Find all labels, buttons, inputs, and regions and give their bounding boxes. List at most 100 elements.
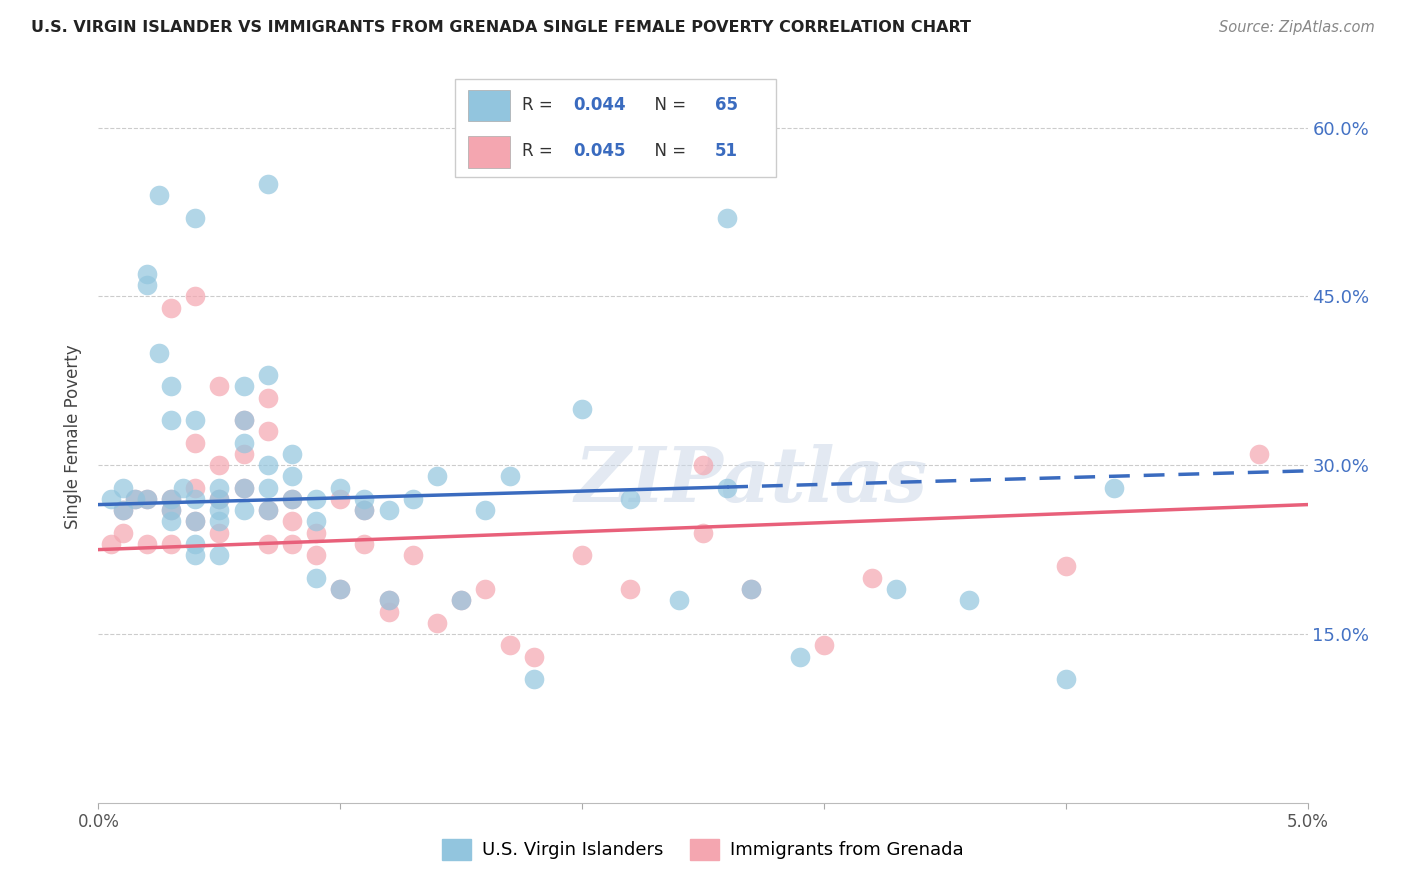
Point xyxy=(692,525,714,540)
Point xyxy=(523,649,546,664)
Point xyxy=(1054,672,1077,686)
Point xyxy=(232,379,254,393)
Point xyxy=(160,515,183,529)
Point xyxy=(148,188,170,202)
Point xyxy=(329,491,352,506)
Point xyxy=(256,368,278,383)
Point xyxy=(111,503,134,517)
Point xyxy=(619,582,641,596)
Point xyxy=(232,447,254,461)
Point xyxy=(377,605,399,619)
Point xyxy=(402,548,425,562)
Point xyxy=(100,537,122,551)
Point xyxy=(1054,559,1077,574)
Point xyxy=(281,447,304,461)
Point xyxy=(256,391,278,405)
Point xyxy=(353,491,375,506)
Point xyxy=(353,503,375,517)
Point xyxy=(184,413,207,427)
Point xyxy=(377,593,399,607)
Point xyxy=(184,548,207,562)
Text: ZIPatlas: ZIPatlas xyxy=(575,444,928,518)
Point xyxy=(474,503,496,517)
Point xyxy=(329,582,352,596)
Point xyxy=(208,491,231,506)
Point xyxy=(281,537,304,551)
Point xyxy=(232,435,254,450)
Point xyxy=(571,548,593,562)
Point xyxy=(329,481,352,495)
Point xyxy=(353,537,375,551)
Point xyxy=(740,582,762,596)
Point xyxy=(789,649,811,664)
Point xyxy=(305,571,328,585)
Point xyxy=(208,548,231,562)
Point xyxy=(184,515,207,529)
Text: Source: ZipAtlas.com: Source: ZipAtlas.com xyxy=(1219,20,1375,35)
Point xyxy=(232,481,254,495)
Point xyxy=(498,638,520,652)
Point xyxy=(184,211,207,225)
Point xyxy=(232,413,254,427)
Point xyxy=(256,537,278,551)
Point xyxy=(886,582,908,596)
Point xyxy=(208,525,231,540)
Point xyxy=(377,593,399,607)
Point xyxy=(305,515,328,529)
Text: U.S. VIRGIN ISLANDER VS IMMIGRANTS FROM GRENADA SINGLE FEMALE POVERTY CORRELATIO: U.S. VIRGIN ISLANDER VS IMMIGRANTS FROM … xyxy=(31,20,972,35)
Point xyxy=(716,211,738,225)
Y-axis label: Single Female Poverty: Single Female Poverty xyxy=(65,345,83,529)
Point xyxy=(329,582,352,596)
Point xyxy=(498,469,520,483)
Point xyxy=(111,481,134,495)
Point xyxy=(184,289,207,303)
Point xyxy=(1249,447,1271,461)
Point xyxy=(160,491,183,506)
Point xyxy=(813,638,835,652)
Point xyxy=(402,491,425,506)
Point xyxy=(160,503,183,517)
Point xyxy=(281,515,304,529)
Legend: U.S. Virgin Islanders, Immigrants from Grenada: U.S. Virgin Islanders, Immigrants from G… xyxy=(434,831,972,867)
Point xyxy=(256,177,278,191)
Point xyxy=(135,491,157,506)
Point xyxy=(256,503,278,517)
Point xyxy=(426,615,449,630)
Point xyxy=(208,458,231,473)
Point xyxy=(450,593,472,607)
Point xyxy=(160,491,183,506)
Point xyxy=(160,537,183,551)
Point xyxy=(740,582,762,596)
Point xyxy=(281,491,304,506)
Point xyxy=(135,278,157,293)
Point xyxy=(281,469,304,483)
Point xyxy=(160,413,183,427)
Point xyxy=(111,503,134,517)
Point xyxy=(124,491,146,506)
Point xyxy=(172,481,194,495)
Point xyxy=(571,401,593,416)
Point xyxy=(1102,481,1125,495)
Point xyxy=(124,491,146,506)
Point xyxy=(957,593,980,607)
Point xyxy=(692,458,714,473)
Point xyxy=(377,503,399,517)
Point xyxy=(256,425,278,439)
Point xyxy=(184,435,207,450)
Point xyxy=(281,491,304,506)
Point xyxy=(256,481,278,495)
Point xyxy=(208,503,231,517)
Point xyxy=(208,481,231,495)
Point xyxy=(184,537,207,551)
Point xyxy=(184,481,207,495)
Point xyxy=(208,515,231,529)
Point xyxy=(100,491,122,506)
Point xyxy=(160,379,183,393)
Point xyxy=(256,458,278,473)
Point xyxy=(184,491,207,506)
Point xyxy=(716,481,738,495)
Point xyxy=(148,345,170,359)
Point xyxy=(184,515,207,529)
Point xyxy=(208,491,231,506)
Point xyxy=(256,503,278,517)
